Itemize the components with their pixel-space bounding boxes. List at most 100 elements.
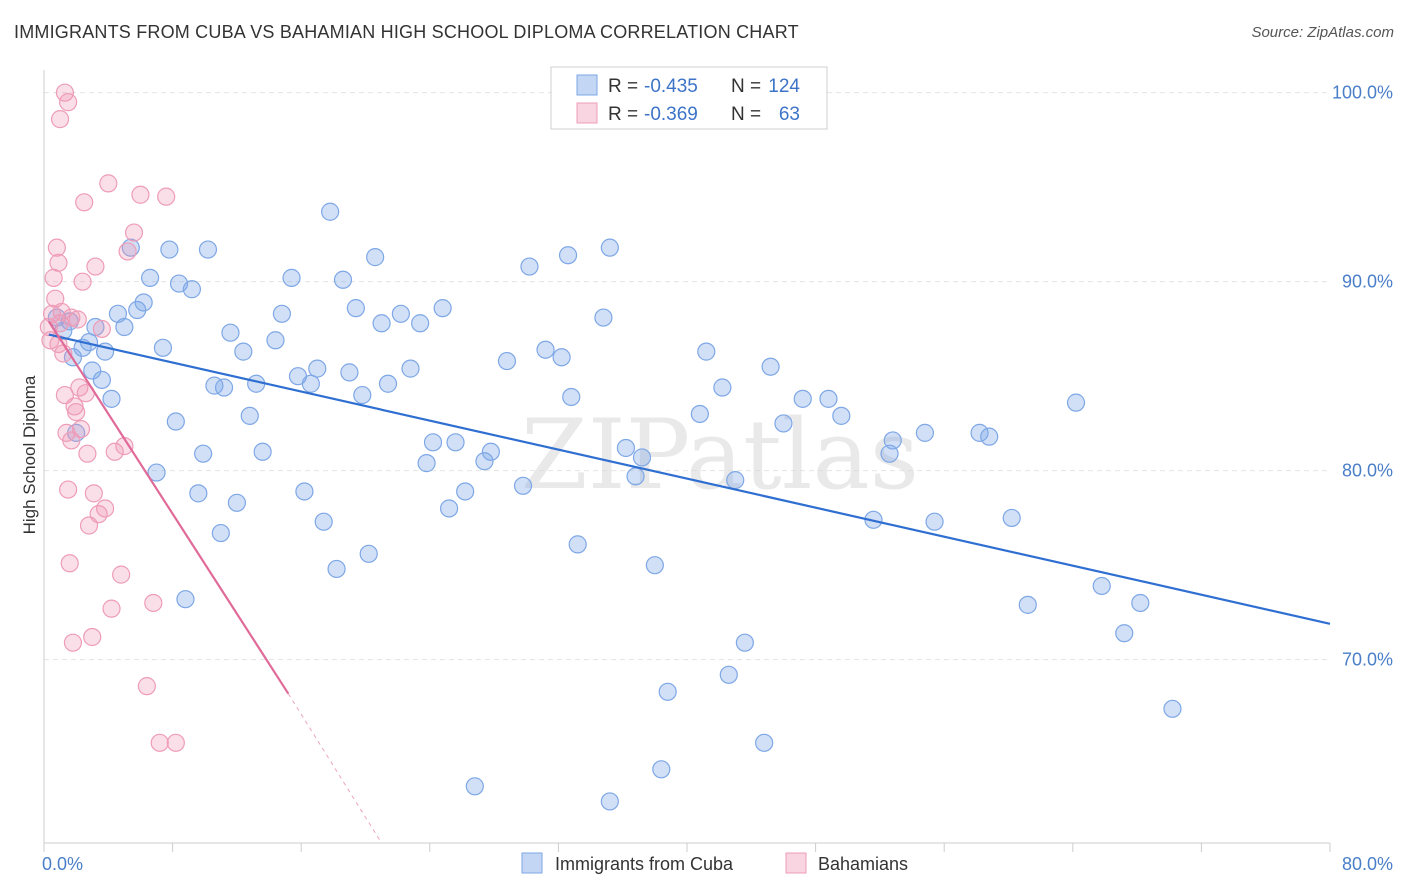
legend-r-label: R =	[608, 104, 638, 125]
data-point-cuba	[980, 427, 999, 446]
data-point-cuba	[652, 760, 671, 779]
data-point-cuba	[240, 406, 259, 425]
legend-r-value: -0.435	[644, 76, 698, 97]
data-point-cuba	[321, 202, 340, 221]
data-point-bahamians	[118, 242, 137, 261]
data-point-bahamians	[59, 480, 78, 499]
data-point-bahamians	[105, 442, 124, 461]
bottom-legend-label-cuba: Immigrants from Cuba	[555, 854, 734, 874]
legend-n-value: 124	[768, 76, 800, 97]
data-point-cuba	[340, 363, 359, 382]
legend-n-label: N =	[731, 104, 761, 125]
data-point-cuba	[128, 300, 147, 320]
x-tick-label: 0.0%	[42, 854, 83, 874]
data-point-bahamians	[68, 310, 87, 329]
data-point-cuba	[301, 374, 320, 393]
data-point-cuba	[690, 404, 709, 424]
data-point-cuba	[819, 389, 838, 408]
data-point-cuba	[558, 246, 578, 265]
data-point-cuba	[481, 442, 500, 461]
bottom-legend-swatch-bahamians	[785, 852, 807, 874]
axes	[43, 70, 1331, 852]
data-point-cuba	[735, 633, 754, 652]
data-point-cuba	[227, 493, 246, 512]
data-point-cuba	[568, 535, 587, 554]
data-point-cuba	[359, 544, 378, 563]
data-point-cuba	[253, 442, 272, 461]
data-point-cuba	[626, 467, 645, 486]
data-point-cuba	[793, 389, 812, 408]
trend-line-bahamians-extension	[287, 693, 382, 844]
data-point-cuba	[970, 423, 989, 442]
data-point-cuba	[465, 777, 484, 796]
data-point-cuba	[719, 665, 738, 684]
data-point-cuba	[697, 342, 716, 361]
data-point-cuba	[1131, 593, 1150, 613]
data-point-cuba	[536, 340, 555, 359]
trend-line-bahamians	[47, 320, 290, 695]
data-point-bahamians	[86, 257, 105, 276]
data-point-bahamians	[67, 402, 86, 422]
data-point-cuba	[925, 512, 944, 531]
x-tick-label: 80.0%	[1342, 854, 1393, 874]
data-point-cuba	[234, 342, 253, 361]
data-point-cuba	[456, 482, 475, 501]
data-point-cuba	[327, 559, 346, 579]
data-point-bahamians	[49, 253, 68, 272]
data-point-cuba	[1018, 595, 1037, 614]
trend-lines	[47, 320, 1331, 844]
data-point-cuba	[314, 512, 333, 531]
data-point-bahamians	[73, 272, 92, 291]
legend-swatch-cuba	[576, 74, 598, 96]
chart-title: IMMIGRANTS FROM CUBA VS BAHAMIAN HIGH SC…	[14, 22, 799, 42]
data-point-cuba	[147, 463, 166, 482]
data-point-cuba	[221, 323, 240, 342]
data-point-bahamians	[60, 554, 79, 573]
data-point-bahamians	[150, 733, 169, 752]
data-point-cuba	[883, 431, 902, 450]
data-point-cuba	[353, 385, 372, 405]
data-point-cuba	[1115, 624, 1134, 643]
data-point-cuba	[214, 378, 234, 397]
data-point-cuba	[378, 374, 398, 393]
trend-line-cuba	[48, 333, 1331, 625]
data-point-bahamians	[95, 499, 115, 518]
y-tick-label: 90.0%	[1342, 272, 1393, 292]
data-point-bahamians	[47, 238, 66, 257]
data-point-cuba	[552, 348, 571, 367]
data-point-cuba	[140, 268, 160, 287]
data-point-cuba	[774, 414, 793, 433]
data-point-cuba	[439, 499, 459, 518]
data-point-cuba	[211, 523, 230, 543]
data-point-cuba	[761, 357, 780, 376]
data-point-cuba	[1002, 508, 1021, 528]
data-point-cuba	[189, 484, 208, 503]
data-point-cuba	[423, 433, 443, 452]
data-point-bahamians	[78, 444, 97, 463]
data-point-bahamians	[63, 633, 83, 652]
data-point-bahamians	[50, 314, 70, 333]
y-tick-label: 80.0%	[1342, 461, 1393, 481]
data-point-cuba	[433, 299, 452, 318]
y-tick-label: 70.0%	[1342, 650, 1393, 670]
x-tick-labels: 0.0% 80.0%	[42, 854, 1393, 874]
data-point-cuba	[632, 448, 652, 467]
data-point-cuba	[616, 438, 636, 458]
legend-n-label: N =	[731, 76, 761, 97]
data-point-bahamians	[92, 319, 111, 339]
data-point-cuba	[1163, 699, 1182, 718]
data-point-bahamians	[124, 223, 144, 242]
data-point-cuba	[1066, 393, 1086, 412]
data-point-cuba	[166, 412, 185, 431]
legend-r-label: R =	[608, 76, 638, 97]
data-point-cuba	[102, 389, 121, 408]
data-point-cuba	[726, 471, 745, 490]
data-point-bahamians	[83, 627, 102, 647]
data-point-cuba	[160, 240, 179, 259]
data-point-cuba	[513, 476, 533, 495]
data-point-cuba	[83, 361, 102, 380]
data-point-cuba	[1092, 576, 1111, 596]
legend-n-value: 63	[779, 104, 800, 125]
data-point-cuba	[295, 482, 314, 501]
